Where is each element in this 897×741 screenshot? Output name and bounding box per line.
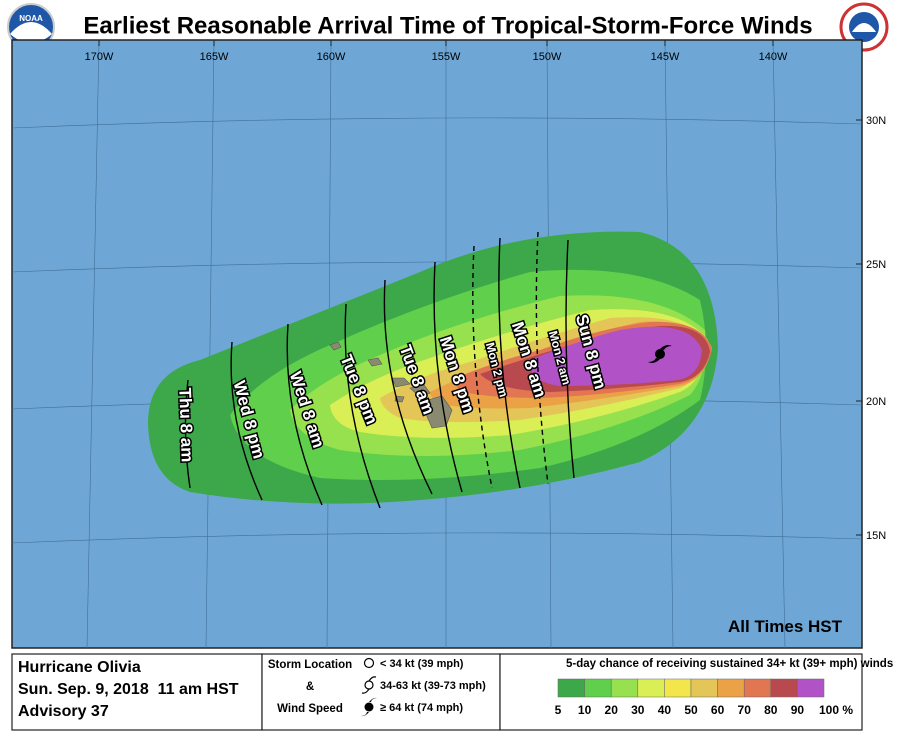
lon-label: 170W xyxy=(85,51,114,63)
lon-label: 155W xyxy=(432,51,461,63)
logo-text: NOAA xyxy=(19,14,43,23)
advisory-number: Advisory 37 xyxy=(18,703,109,720)
scale-swatch xyxy=(797,678,825,698)
time-zone-note: All Times HST xyxy=(728,617,843,636)
time-contour xyxy=(286,323,323,506)
time-contour xyxy=(230,341,263,501)
time-contour xyxy=(498,237,521,489)
location-legend: Storm Location & Wind Speed < 34 kt (39 mph… xyxy=(268,657,486,717)
meridian xyxy=(205,39,215,649)
scale-swatch xyxy=(743,678,772,698)
lon-label: 145W xyxy=(651,51,680,63)
scale-swatch xyxy=(717,678,745,698)
lon-label: 140W xyxy=(759,51,788,63)
scale-label: 40 xyxy=(658,703,672,717)
scale-label: 20 xyxy=(605,703,619,717)
location-item: < 34 kt (39 mph) xyxy=(380,658,464,670)
time-label: Thu 8 am xyxy=(175,387,197,462)
lat-label: 25N xyxy=(866,259,886,271)
parallel xyxy=(11,532,863,544)
storm-symbol xyxy=(648,345,672,363)
lon-label: 150W xyxy=(533,51,562,63)
scale-label: 30 xyxy=(631,703,645,717)
meridian xyxy=(86,39,100,649)
noaa-logo: NOAA xyxy=(7,3,55,51)
scale-label: 5 xyxy=(555,703,562,717)
location-title: Storm Location xyxy=(268,659,352,671)
scale-swatch xyxy=(584,678,612,698)
scale-label: 60 xyxy=(711,703,725,717)
scale-label: 50 xyxy=(684,703,698,717)
lat-label: 20N xyxy=(866,396,886,408)
title: Earliest Reasonable Arrival Time of Trop… xyxy=(83,12,812,39)
probability-swath xyxy=(148,231,718,504)
time-contours xyxy=(184,231,575,509)
hawaiian-islands xyxy=(329,341,453,429)
advisory-date: Sun. Sep. 9, 2018 11 am HST xyxy=(18,681,239,698)
time-contour xyxy=(433,261,463,493)
scale-label: 10 xyxy=(578,703,592,717)
parallel xyxy=(11,261,863,273)
lat-label: 30N xyxy=(866,115,886,127)
scale-title: 5-day chance of receiving sustained 34+ … xyxy=(566,658,893,670)
lat-label: 15N xyxy=(866,530,886,542)
scale-label: 90 xyxy=(791,703,805,717)
legend-storm-box xyxy=(11,653,263,731)
scale-swatch xyxy=(637,678,665,698)
location-title: Wind Speed xyxy=(277,703,343,715)
scale-label: 100 % xyxy=(819,703,853,717)
time-contour xyxy=(344,303,381,509)
scale-label: 80 xyxy=(764,703,778,717)
scale-swatch xyxy=(610,678,639,698)
scale-swatch xyxy=(770,678,798,698)
time-contour xyxy=(184,379,191,489)
scale-swatch xyxy=(557,678,585,698)
location-item: ≥ 64 kt (74 mph) xyxy=(380,702,463,714)
time-contour xyxy=(535,231,549,485)
scale-swatch xyxy=(664,678,692,698)
location-title: & xyxy=(306,681,314,693)
time-contour xyxy=(565,239,575,479)
lon-label: 165W xyxy=(200,51,229,63)
probability-scale: 5 10 20 30 40 50 60 70 80 90 100 % xyxy=(555,678,853,717)
nws-logo xyxy=(839,2,889,52)
parallel xyxy=(11,117,863,129)
storm-name: Hurricane Olivia xyxy=(18,659,141,676)
scale-label: 70 xyxy=(738,703,752,717)
location-item: 34-63 kt (39-73 mph) xyxy=(380,680,486,692)
time-contour xyxy=(472,245,493,489)
meridian xyxy=(772,39,786,649)
scale-swatch xyxy=(690,678,718,698)
lon-label: 160W xyxy=(317,51,346,63)
time-contour xyxy=(383,279,433,495)
